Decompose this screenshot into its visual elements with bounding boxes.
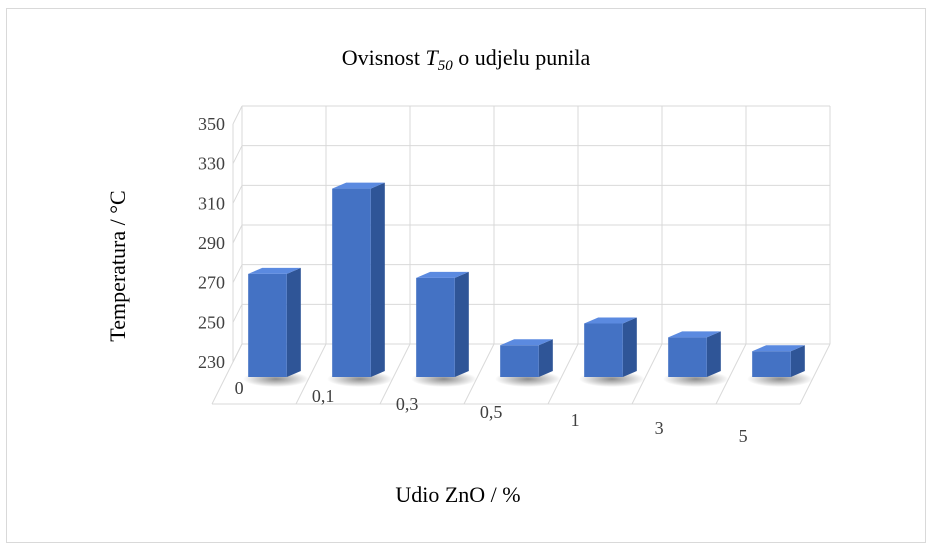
y-tick-label: 270 xyxy=(198,273,225,293)
x-tick-label: 0 xyxy=(235,378,244,398)
bars xyxy=(248,182,805,377)
gridline-side xyxy=(232,264,243,283)
y-tick-label: 250 xyxy=(198,312,225,332)
bar-side xyxy=(538,339,553,377)
floor-line xyxy=(799,343,831,405)
floor-line xyxy=(547,343,579,405)
bar-side xyxy=(622,317,637,377)
x-tick-labels: 0 0,1 0,3 0,5 1 3 5 xyxy=(235,378,748,446)
x-tick-label: 0,1 xyxy=(312,386,335,406)
y-tick-label: 230 xyxy=(198,352,225,372)
bar-side xyxy=(286,267,301,377)
chart-title-prefix: Ovisnost xyxy=(342,45,426,70)
floor-line xyxy=(463,343,495,405)
x-tick-label: 0,3 xyxy=(396,394,419,414)
x-axis-label: Udio ZnO / % xyxy=(395,482,520,507)
bar-top xyxy=(752,345,805,352)
bar-top xyxy=(500,339,553,346)
bar xyxy=(416,277,455,377)
gridline-side xyxy=(232,304,243,323)
floor-line xyxy=(631,343,663,405)
y-tick-label: 310 xyxy=(198,193,225,213)
bar xyxy=(248,273,287,377)
bar xyxy=(668,337,707,377)
floor-line xyxy=(715,343,747,405)
chart-title-symbol: T xyxy=(426,45,440,70)
gridline-side xyxy=(232,105,243,125)
gridline-side xyxy=(232,145,243,164)
bar-side xyxy=(370,182,385,377)
bar-side xyxy=(706,331,721,377)
x-tick-label: 1 xyxy=(571,410,580,430)
y-tick-label: 330 xyxy=(198,154,225,174)
bar xyxy=(500,345,539,377)
bar-top xyxy=(584,317,637,324)
bar-top xyxy=(416,271,469,278)
floor-line xyxy=(295,343,327,405)
x-tick-label: 3 xyxy=(655,418,664,438)
bar-side xyxy=(790,345,805,377)
chart-title-subscript: 50 xyxy=(438,58,454,74)
chart-title-suffix: o udjelu punila xyxy=(453,45,591,70)
bar xyxy=(332,188,371,377)
y-axis-label: Temperatura / °C xyxy=(105,190,130,341)
bar-top xyxy=(668,331,721,338)
bar-top xyxy=(332,182,385,189)
gridline-side xyxy=(232,185,243,204)
bar xyxy=(584,323,623,377)
y-tick-label: 350 xyxy=(198,114,225,134)
bar xyxy=(752,351,791,377)
floor-line xyxy=(379,343,411,405)
chart-title: Ovisnost T50 o udjelu punila xyxy=(342,45,591,74)
bar-top xyxy=(248,267,301,274)
bar-side xyxy=(454,271,469,377)
gridline-side xyxy=(232,224,243,244)
x-tick-label: 5 xyxy=(739,426,748,446)
y-tick-label: 290 xyxy=(198,233,225,253)
y-tick-labels: 230 250 270 290 310 330 350 xyxy=(198,114,225,372)
x-tick-label: 0,5 xyxy=(480,402,503,422)
floor-line xyxy=(211,343,243,405)
